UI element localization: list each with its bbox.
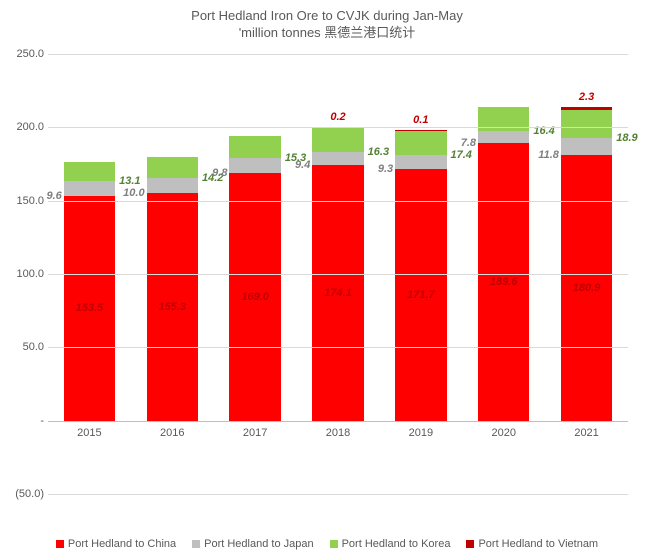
x-axis-label: 2019 bbox=[409, 421, 433, 439]
data-label-japan: 9.8 bbox=[212, 167, 227, 179]
y-axis-label: 250.0 bbox=[6, 48, 44, 60]
chart-title-line1: Port Hedland Iron Ore to CVJK during Jan… bbox=[0, 8, 654, 25]
bar-segment-china: 169.0 bbox=[229, 173, 280, 421]
legend-label: Port Hedland to Vietnam bbox=[478, 538, 598, 550]
legend: Port Hedland to China Port Hedland to Jap… bbox=[0, 538, 654, 550]
data-label-china: 180.9 bbox=[573, 282, 601, 294]
bar-segment-china: 174.1 bbox=[312, 165, 363, 420]
legend-label: Port Hedland to Japan bbox=[204, 538, 313, 550]
data-label-china: 171.7 bbox=[407, 289, 435, 301]
legend-item-japan: Port Hedland to Japan bbox=[192, 538, 313, 550]
x-axis-label: 2020 bbox=[491, 421, 515, 439]
chart-title-line2: 'million tonnes 黑德兰港口统计 bbox=[0, 25, 654, 42]
legend-item-vietnam: Port Hedland to Vietnam bbox=[466, 538, 598, 550]
data-label-korea: 17.4 bbox=[451, 149, 472, 161]
y-axis-label: 200.0 bbox=[6, 121, 44, 133]
bar-segment-korea: 18.9 bbox=[561, 110, 612, 138]
legend-swatch bbox=[56, 540, 64, 548]
gridline bbox=[48, 201, 628, 202]
data-label-china: 169.0 bbox=[241, 291, 269, 303]
gridline bbox=[48, 494, 628, 495]
gridline bbox=[48, 54, 628, 55]
legend-swatch bbox=[330, 540, 338, 548]
gridline bbox=[48, 127, 628, 128]
data-label-japan: 10.0 bbox=[123, 187, 144, 199]
bar-segment-vietnam: 2.3 bbox=[561, 107, 612, 110]
legend-swatch bbox=[192, 540, 200, 548]
bar-segment-china: 155.3 bbox=[147, 193, 198, 421]
gridline bbox=[48, 347, 628, 348]
x-axis-label: 2021 bbox=[574, 421, 598, 439]
bar-segment-china: 153.5 bbox=[64, 196, 115, 421]
bar-segment-korea: 14.2 bbox=[147, 157, 198, 178]
data-label-vietnam: 2.3 bbox=[579, 91, 594, 103]
bar-segment-korea: 15.3 bbox=[229, 136, 280, 158]
x-axis-label: 2015 bbox=[77, 421, 101, 439]
y-axis-label: 50.0 bbox=[6, 341, 44, 353]
y-axis-label: (50.0) bbox=[6, 488, 44, 500]
chart-title: Port Hedland Iron Ore to CVJK during Jan… bbox=[0, 0, 654, 42]
bar-segment-japan: 11.8 bbox=[561, 138, 612, 155]
legend-item-korea: Port Hedland to Korea bbox=[330, 538, 451, 550]
data-label-japan: 9.3 bbox=[378, 163, 393, 175]
bar-segment-japan: 9.6 bbox=[64, 181, 115, 195]
bar-segment-japan: 10.0 bbox=[147, 178, 198, 193]
plot-area: 153.59.613.1155.310.014.2169.09.815.3174… bbox=[48, 54, 628, 494]
bar-segment-japan: 7.8 bbox=[478, 131, 529, 142]
x-axis-label: 2017 bbox=[243, 421, 267, 439]
y-axis-label: 100.0 bbox=[6, 268, 44, 280]
data-label-china: 189.6 bbox=[490, 276, 518, 288]
y-axis-label: 150.0 bbox=[6, 195, 44, 207]
data-label-japan: 11.8 bbox=[538, 149, 559, 161]
bar-segment-japan: 9.4 bbox=[312, 152, 363, 166]
data-label-korea: 18.9 bbox=[616, 132, 637, 144]
x-axis-label: 2016 bbox=[160, 421, 184, 439]
x-axis-label: 2018 bbox=[326, 421, 350, 439]
data-label-japan: 9.4 bbox=[295, 159, 310, 171]
bar-segment-korea: 17.4 bbox=[395, 130, 446, 156]
bar-segment-china: 171.7 bbox=[395, 169, 446, 421]
bar-segment-japan: 9.3 bbox=[395, 155, 446, 169]
y-axis-label: - bbox=[6, 415, 44, 427]
data-label-china: 155.3 bbox=[159, 301, 187, 313]
data-label-japan: 7.8 bbox=[461, 137, 476, 149]
bar-segment-korea: 16.3 bbox=[312, 128, 363, 152]
data-label-korea: 13.1 bbox=[119, 175, 140, 187]
chart-container: Port Hedland Iron Ore to CVJK during Jan… bbox=[0, 0, 654, 556]
data-label-vietnam: 0.2 bbox=[330, 111, 345, 123]
data-label-china: 153.5 bbox=[76, 302, 104, 314]
legend-label: Port Hedland to Korea bbox=[342, 538, 451, 550]
bar-segment-china: 189.6 bbox=[478, 143, 529, 421]
data-label-korea: 16.3 bbox=[368, 146, 389, 158]
bar-segment-korea: 13.1 bbox=[64, 162, 115, 181]
legend-label: Port Hedland to China bbox=[68, 538, 176, 550]
gridline bbox=[48, 274, 628, 275]
bar-segment-japan: 9.8 bbox=[229, 158, 280, 172]
data-label-china: 174.1 bbox=[324, 287, 352, 299]
data-label-vietnam: 0.1 bbox=[413, 114, 428, 126]
legend-item-china: Port Hedland to China bbox=[56, 538, 176, 550]
bar-segment-china: 180.9 bbox=[561, 155, 612, 420]
legend-swatch bbox=[466, 540, 474, 548]
